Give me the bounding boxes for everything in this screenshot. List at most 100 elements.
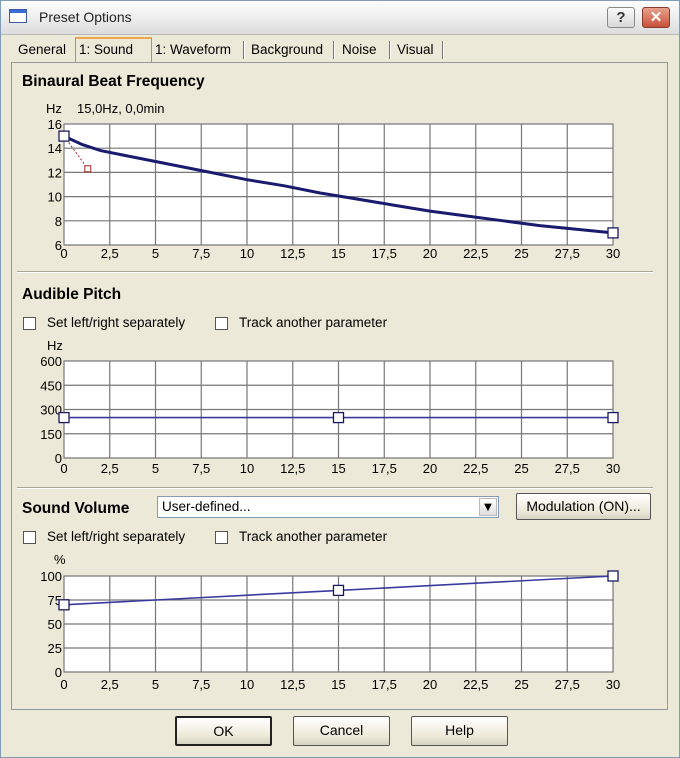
y-tick-label: 25 xyxy=(48,641,62,656)
x-tick-label: 25 xyxy=(514,461,528,476)
control-point[interactable] xyxy=(58,599,70,611)
x-tick-label: 0 xyxy=(60,461,67,476)
x-tick-label: 15 xyxy=(331,461,345,476)
pitch-chart[interactable]: Hz 0 2,5 5 7,5 10 12,5 15 17,5 20 22,5 25 27,5 30015… xyxy=(1,337,680,485)
x-tick-label: 10 xyxy=(240,246,254,261)
x-tick-label: 10 xyxy=(240,677,254,692)
x-tick-label: 27,5 xyxy=(555,461,580,476)
section-divider xyxy=(17,271,653,273)
x-tick-label: 5 xyxy=(152,461,159,476)
volume-track-checkbox[interactable] xyxy=(215,531,228,544)
close-icon[interactable]: ✕ xyxy=(642,7,670,28)
x-tick-label: 7,5 xyxy=(192,461,210,476)
control-point[interactable] xyxy=(607,570,619,582)
x-tick-label: 20 xyxy=(423,246,437,261)
volume-preset-select[interactable]: User-defined... ▼ xyxy=(157,496,499,518)
y-tick-label: 600 xyxy=(40,354,62,369)
x-tick-label: 17,5 xyxy=(372,461,397,476)
binaural-chart[interactable]: Hz 15,0Hz, 0,0min 0 2,5 5 7,5 10 12,5 15 17,5 20… xyxy=(1,99,680,269)
control-point[interactable] xyxy=(607,411,619,424)
modulation-button[interactable]: Modulation (ON)... xyxy=(516,493,651,520)
help-button[interactable]: Help xyxy=(411,716,508,746)
x-tick-label: 2,5 xyxy=(101,246,119,261)
control-point[interactable] xyxy=(607,227,619,239)
x-tick-label: 7,5 xyxy=(192,246,210,261)
x-tick-label: 0 xyxy=(60,677,67,692)
tab-visual[interactable]: Visual xyxy=(397,42,434,57)
bezier-handle-line xyxy=(63,135,89,170)
x-tick-label: 15 xyxy=(331,677,345,692)
volume-track-label: Track another parameter xyxy=(239,529,388,544)
tab-separator xyxy=(333,41,335,59)
y-tick-label: 0 xyxy=(55,665,62,680)
title-bar[interactable]: Preset Options ? ✕ xyxy=(1,1,679,35)
y-tick-label: 50 xyxy=(48,617,62,632)
control-point[interactable] xyxy=(58,130,70,142)
window-icon xyxy=(9,9,27,23)
x-tick-label: 25 xyxy=(514,246,528,261)
x-tick-label: 12,5 xyxy=(280,461,305,476)
x-tick-label: 27,5 xyxy=(555,677,580,692)
x-tick-label: 27,5 xyxy=(555,246,580,261)
x-tick-label: 15 xyxy=(331,246,345,261)
x-tick-label: 30 xyxy=(606,461,620,476)
pitch-track-label: Track another parameter xyxy=(239,315,388,330)
x-tick-label: 17,5 xyxy=(372,246,397,261)
ok-button[interactable]: OK xyxy=(175,716,272,746)
volume-preset-value: User-defined... xyxy=(162,499,251,514)
control-point[interactable] xyxy=(58,411,70,424)
section-divider xyxy=(17,487,653,489)
pitch-unit-label: Hz xyxy=(47,338,63,353)
volume-chart[interactable]: % 0 2,5 5 7,5 10 12,5 15 17,5 20 22,5 25 27,5 30 0 25 5… xyxy=(1,549,680,697)
y-tick-label: 8 xyxy=(55,214,62,229)
x-tick-label: 25 xyxy=(514,677,528,692)
binaural-title: Binaural Beat Frequency xyxy=(22,73,205,90)
x-tick-label: 2,5 xyxy=(101,677,119,692)
pitch-title: Audible Pitch xyxy=(22,286,122,303)
bezier-handle xyxy=(84,165,92,173)
volume-unit-label: % xyxy=(54,552,66,567)
help-icon[interactable]: ? xyxy=(607,7,635,28)
tab-background[interactable]: Background xyxy=(251,42,324,57)
tab-general[interactable]: General xyxy=(18,42,67,57)
x-tick-label: 10 xyxy=(240,461,254,476)
x-tick-label: 22,5 xyxy=(463,461,488,476)
y-tick-label: 14 xyxy=(48,141,62,156)
control-point[interactable] xyxy=(332,584,345,597)
pitch-separate-label: Set left/right separately xyxy=(47,315,186,330)
y-tick-label: 100 xyxy=(40,569,62,584)
x-tick-label: 30 xyxy=(606,677,620,692)
x-tick-label: 20 xyxy=(423,461,437,476)
tab-noise[interactable]: Noise xyxy=(342,42,377,57)
y-tick-label: 300 xyxy=(40,403,62,418)
x-tick-label: 22,5 xyxy=(463,677,488,692)
x-tick-label: 5 xyxy=(152,677,159,692)
volume-separate-checkbox[interactable] xyxy=(23,531,36,544)
y-tick-label: 10 xyxy=(48,190,62,205)
x-tick-label: 17,5 xyxy=(372,677,397,692)
cancel-button[interactable]: Cancel xyxy=(293,716,390,746)
y-tick-label: 450 xyxy=(40,378,62,393)
x-tick-label: 20 xyxy=(423,677,437,692)
binaural-readout: 15,0Hz, 0,0min xyxy=(77,101,164,116)
window-title: Preset Options xyxy=(39,9,132,25)
binaural-unit-label: Hz xyxy=(46,101,62,116)
x-tick-label: 12,5 xyxy=(280,677,305,692)
volume-title: Sound Volume xyxy=(22,500,130,517)
chevron-down-icon[interactable]: ▼ xyxy=(479,498,497,516)
tab-waveform[interactable]: 1: Waveform xyxy=(155,42,232,57)
pitch-track-checkbox[interactable] xyxy=(215,317,228,330)
series-line xyxy=(63,134,614,235)
x-tick-label: 0 xyxy=(60,246,67,261)
y-tick-label: 0 xyxy=(55,451,62,466)
control-point[interactable] xyxy=(332,411,345,424)
tab-separator xyxy=(389,41,391,59)
x-tick-label: 2,5 xyxy=(101,461,119,476)
tab-separator xyxy=(243,41,245,59)
x-tick-label: 30 xyxy=(606,246,620,261)
pitch-separate-checkbox[interactable] xyxy=(23,317,36,330)
tab-sound[interactable]: 1: Sound xyxy=(75,37,152,65)
x-tick-label: 5 xyxy=(152,246,159,261)
y-tick-label: 150 xyxy=(40,427,62,442)
